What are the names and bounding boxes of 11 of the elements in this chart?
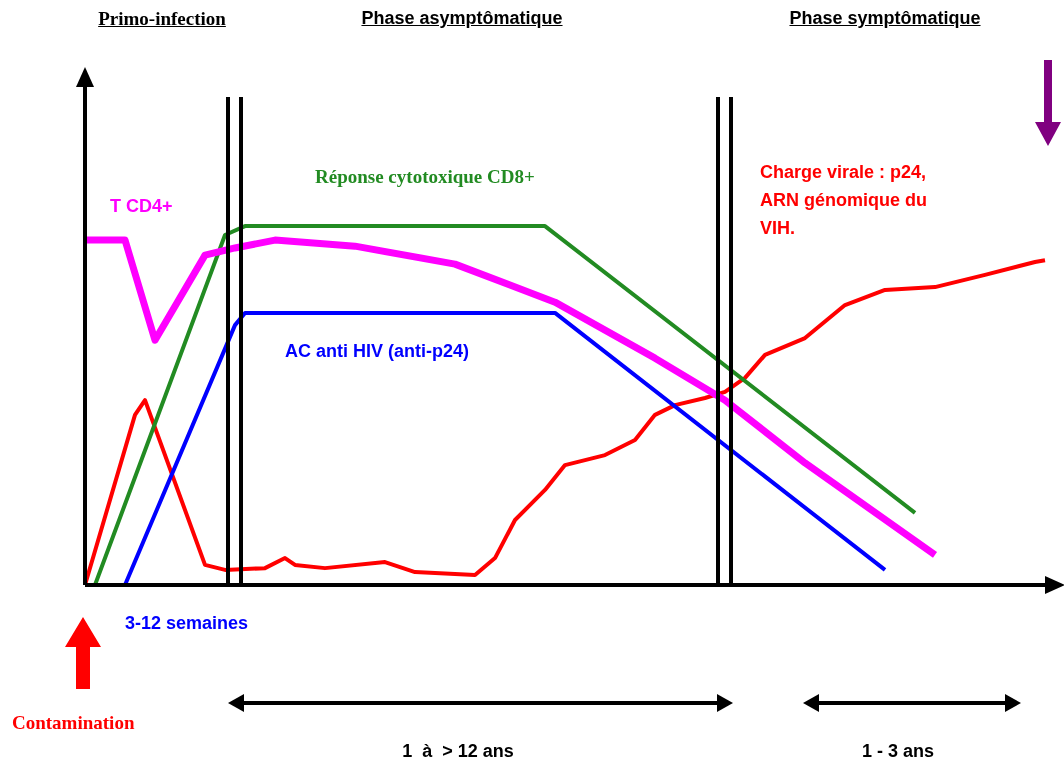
series-label: AC anti HIV (anti-p24) [285,341,470,362]
series-label: T CD4+ [110,196,173,217]
text: 1 - 3 ans [861,741,935,762]
text: 1 à > 12 ans [402,741,514,762]
text: Réponse cytotoxique CD8+ [315,166,535,188]
text: Contamination [12,712,135,734]
text: Phase symptômatique [789,8,981,29]
text: Charge virale : p24, ARN génomique du VIH. [760,161,928,240]
text: 3-12 semaines [125,613,249,634]
text: Phase asymptômatique [361,8,563,29]
text: Primo-infection [98,8,226,30]
